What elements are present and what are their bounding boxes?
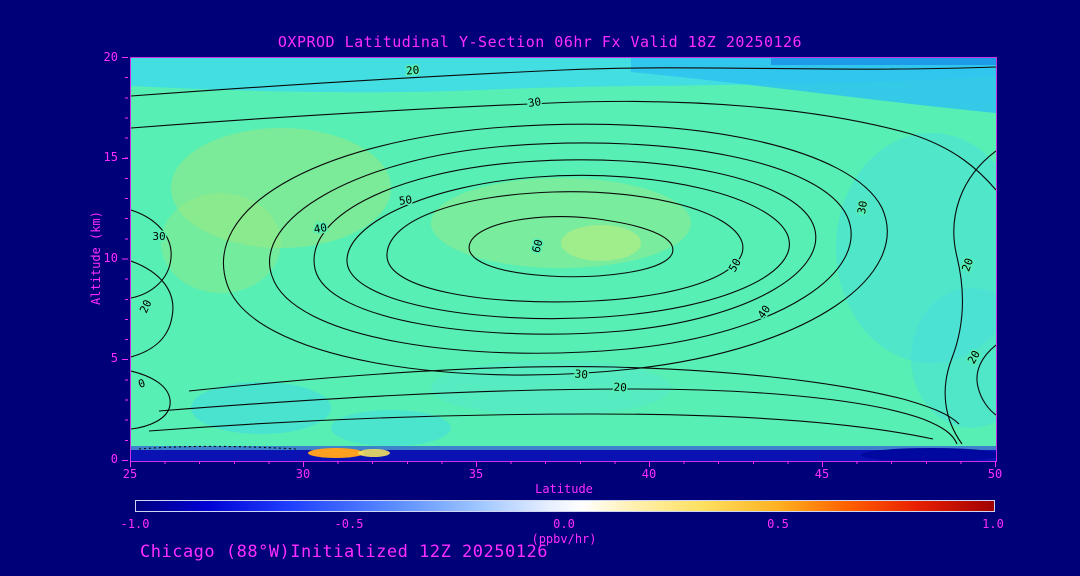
contour-label-30-bottom: 30: [574, 367, 588, 381]
bottom-right-deep-blue: [861, 448, 996, 461]
contour-30-bottom: [188, 365, 960, 425]
y-tick-5: 5: [110, 351, 118, 365]
contour-bottom-low: [148, 413, 934, 440]
bottom-orange-spot: [308, 448, 364, 458]
x-tick-50: 50: [987, 467, 1003, 481]
colorbar-tick-1: 1.0: [982, 517, 1004, 531]
colorbar-tick-05: 0.5: [767, 517, 789, 531]
y-tick-0: 0: [110, 452, 118, 466]
left-yellowgreen-patch: [171, 128, 391, 248]
bottom-light-blue-streak: [131, 446, 996, 452]
colorbar-units-label: (ppbv/hr): [531, 532, 597, 546]
top-right-deep-cyan: [631, 58, 996, 113]
contour-45: [346, 174, 790, 320]
plot-area: 20 30 30 20 0 40 50 60 50 40 30 20 30 20…: [130, 57, 997, 462]
y-axis-title: Altitude (km): [89, 211, 103, 305]
contour-label-50-left: 50: [398, 193, 413, 208]
contour-label-40-left: 40: [313, 221, 328, 236]
center-yellow-spot: [561, 225, 641, 261]
footer-annotation: Chicago (88°W)Initialized 12Z 20250126: [140, 542, 548, 562]
x-tick-35: 35: [468, 467, 484, 481]
left-yellowgreen-patch-2: [161, 193, 281, 293]
x-axis-title: Latitude: [535, 482, 593, 496]
contour-label-20-top: 20: [406, 63, 420, 77]
y-axis-major-ticks: [122, 57, 128, 461]
contour-20-right-low: [976, 344, 996, 416]
contour-50: [386, 191, 744, 303]
chart-title: OXPROD Latitudinal Y-Section 06hr Fx Val…: [277, 33, 803, 51]
x-tick-45: 45: [814, 467, 830, 481]
x-tick-40: 40: [641, 467, 657, 481]
contour-30-top: [131, 100, 996, 191]
x-tick-30: 30: [295, 467, 311, 481]
contour-plot-svg: 20 30 30 20 0 40 50 60 50 40 30 20 30 20…: [131, 58, 996, 461]
contour-20-right: [944, 150, 996, 445]
y-tick-15: 15: [103, 150, 118, 164]
bottom-left-cyan-patch: [191, 382, 331, 434]
bottom-yellow-spot: [358, 449, 390, 457]
x-axis-major-ticks: [130, 461, 996, 467]
colorbar: [135, 500, 995, 512]
contour-60: [468, 216, 674, 278]
contour-label-30-top: 30: [527, 95, 542, 110]
bottom-left-cyan-patch-2: [331, 410, 451, 446]
contour-label-20-rightedge: 20: [959, 256, 976, 273]
contour-30-left: [131, 209, 172, 299]
contour-label-30-left: 30: [152, 230, 165, 243]
contour-40: [313, 159, 817, 335]
contour-35: [269, 142, 852, 354]
top-right-blue-strip: [771, 58, 996, 65]
contour-label-30-rightside: 30: [855, 200, 870, 215]
colorbar-tick-neg05: -0.5: [334, 517, 364, 531]
right-cyan-patch: [836, 133, 996, 363]
contour-20-bottom: [158, 388, 958, 445]
contour-0-left: [131, 370, 171, 430]
contour-20-top: [131, 66, 996, 97]
contour-label-60-center: 60: [530, 238, 546, 254]
colorbar-tick-neg1: -1.0: [120, 517, 150, 531]
colorbar-tick-0: 0.0: [553, 517, 575, 531]
contour-20-left: [131, 260, 174, 358]
right-cyan-patch-low: [911, 288, 996, 428]
contour-30: [222, 123, 888, 376]
y-tick-10: 10: [103, 251, 118, 265]
x-tick-25: 25: [122, 467, 138, 481]
y-tick-20: 20: [103, 50, 118, 64]
bottom-dark-band: [131, 450, 996, 461]
contour-label-20-bottom: 20: [613, 381, 627, 395]
